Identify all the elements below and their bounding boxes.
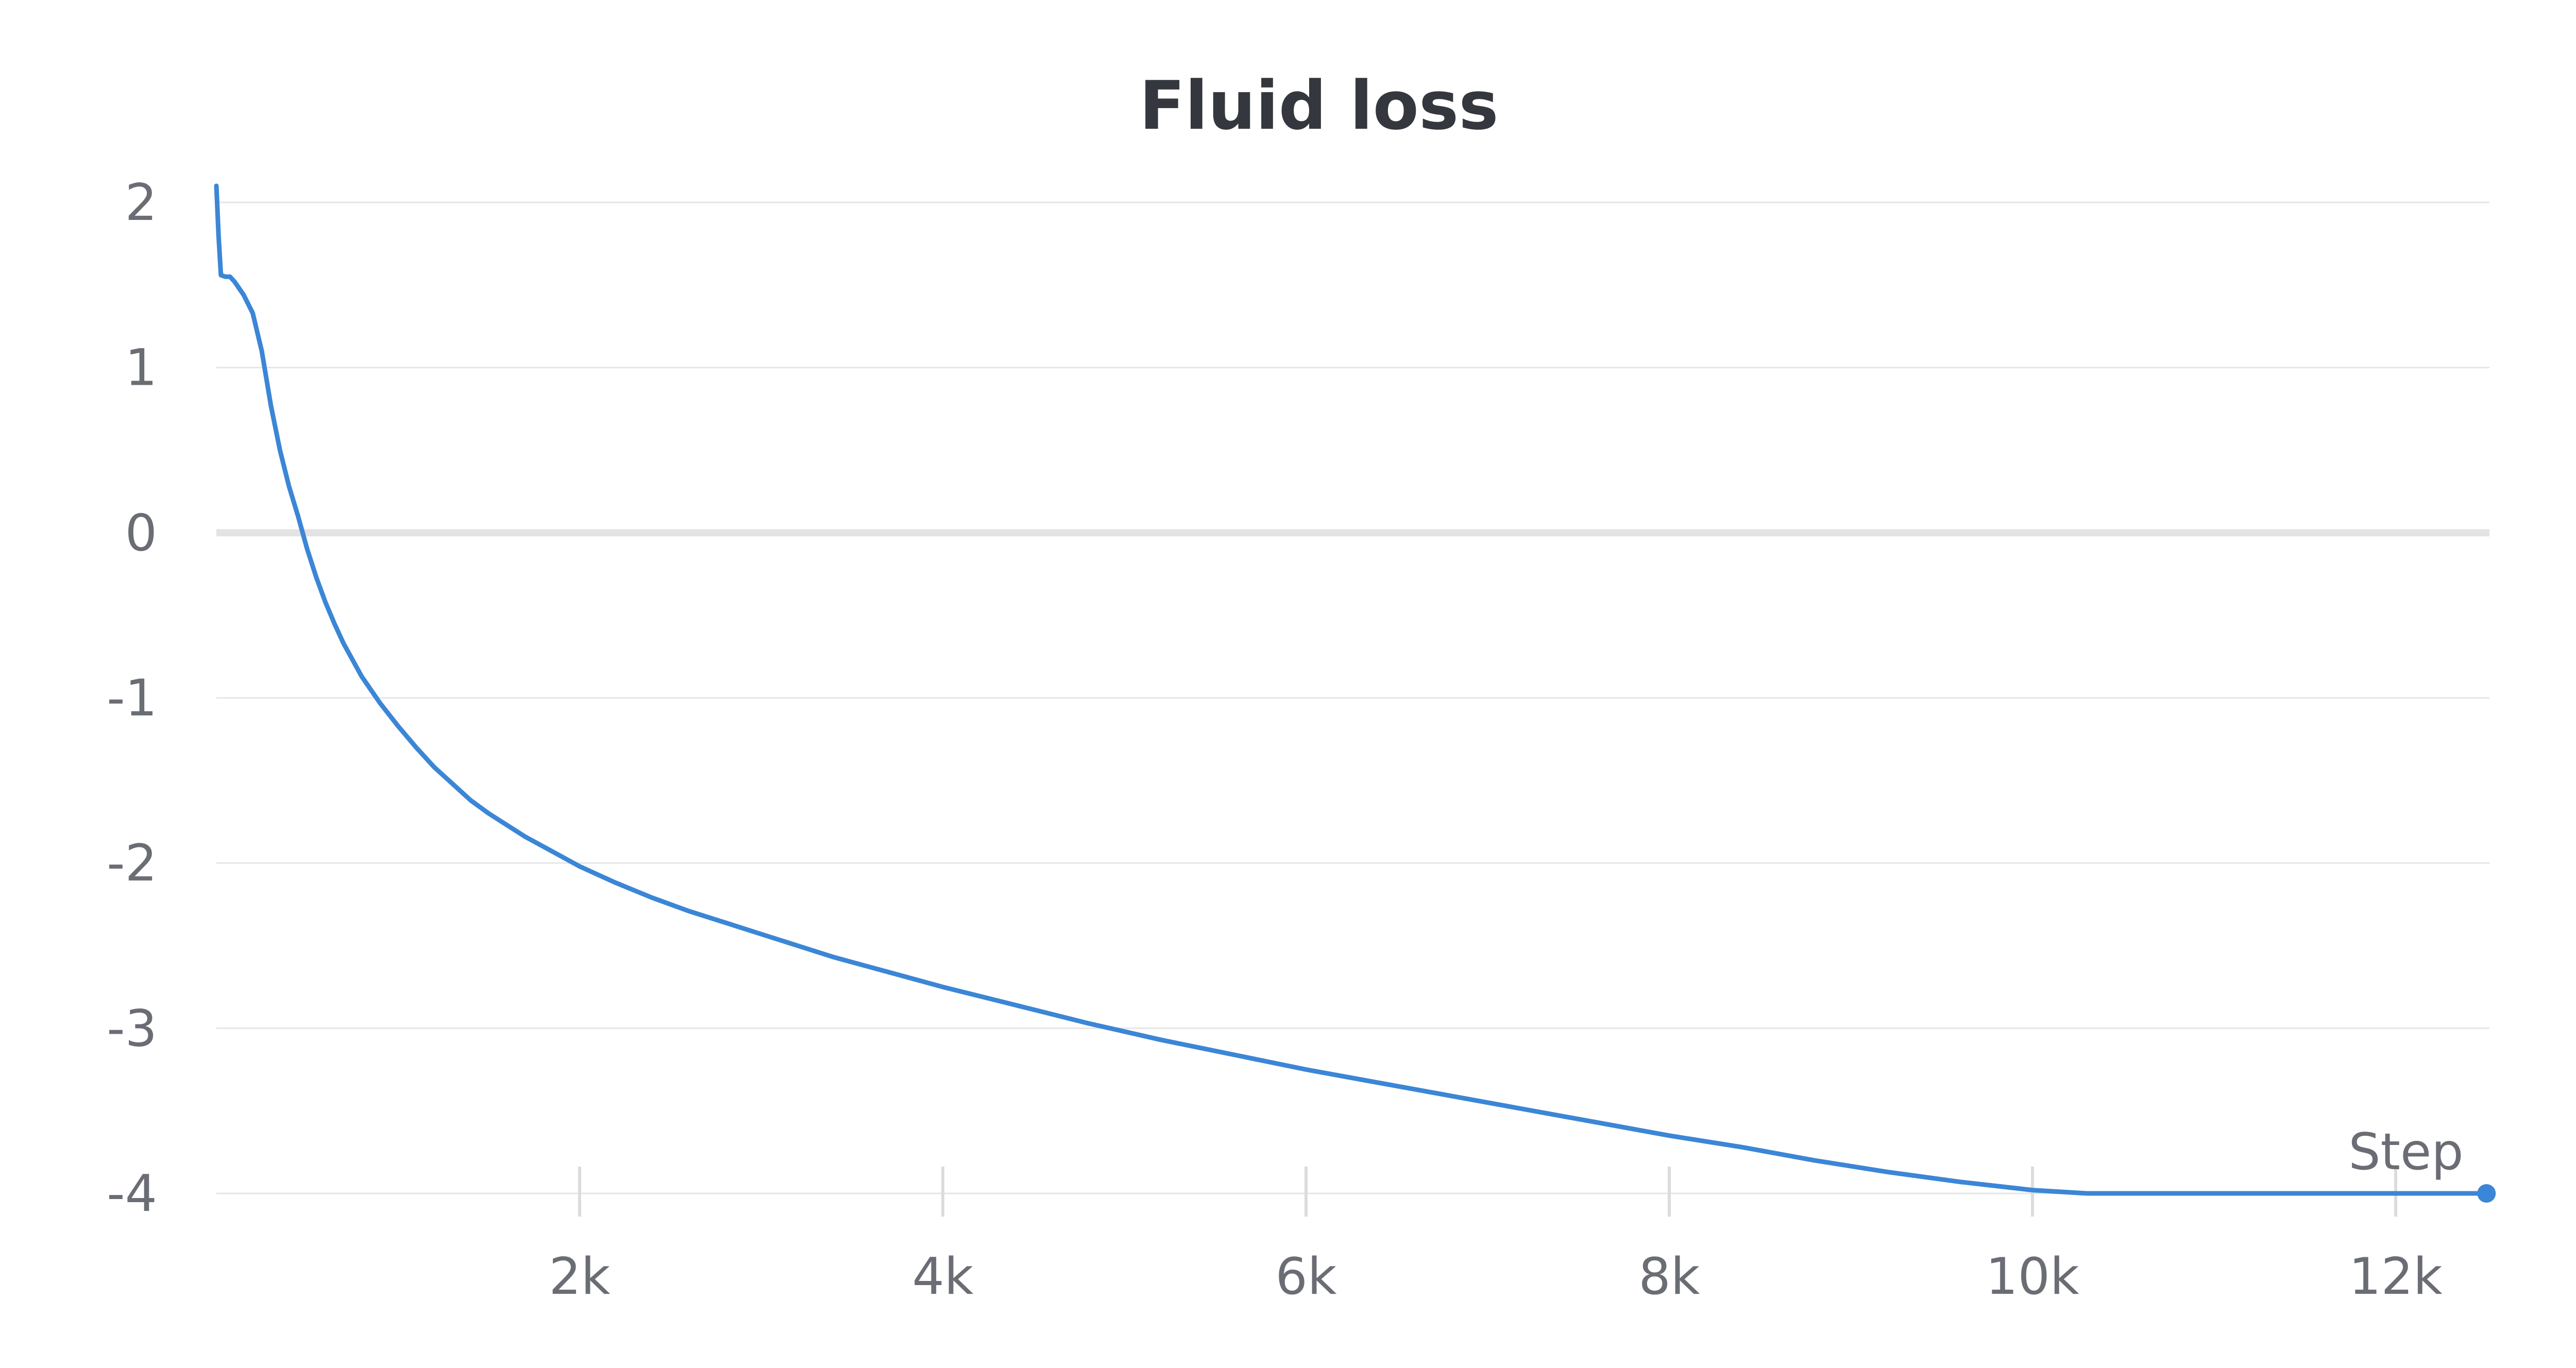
y-tick-label: -4 [107,1165,157,1223]
x-tick-label: 8k [1638,1247,1700,1306]
x-tick-label: 10k [1986,1247,2079,1306]
y-tick-label: 0 [125,504,157,562]
x-tick-label: 12k [2349,1247,2443,1306]
series-line [214,183,2489,1196]
y-tick-label: -2 [107,834,157,893]
y-tick-label: 1 [125,339,157,398]
y-tick-label: 2 [125,174,157,232]
x-tick-label: 4k [912,1247,973,1306]
x-tick-label: 2k [549,1247,610,1306]
x-tick-labels: 2k 4k 6k 8k 10k 12k [549,1247,2443,1306]
y-tick-labels: 2 1 0 -1 -2 -3 -4 [107,174,157,1223]
y-tick-label: -3 [107,999,157,1058]
series-layer [214,183,2496,1203]
gridlines [216,201,2489,1194]
x-axis-label: Step [2348,1123,2463,1182]
x-tick-label: 6k [1275,1247,1336,1306]
series-end-point [2477,1184,2496,1203]
chart-title: Fluid loss [1139,66,1498,145]
y-tick-label: -1 [107,669,157,728]
